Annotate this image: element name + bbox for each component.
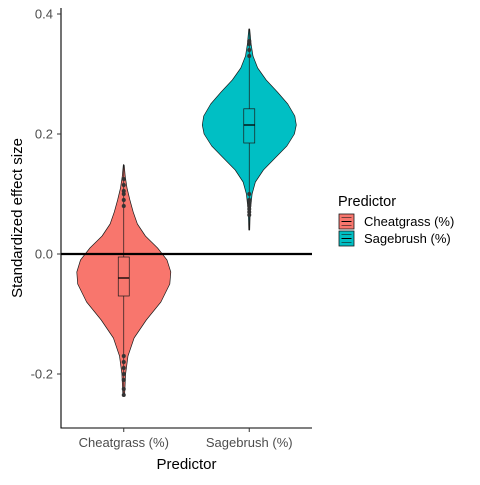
outlier-point: [121, 360, 126, 364]
x-tick-label: Sagebrush (%): [206, 435, 293, 450]
outlier-point: [121, 378, 126, 382]
outlier-point: [121, 387, 126, 391]
outlier-point: [247, 42, 252, 46]
y-tick-label: 0.2: [35, 127, 53, 142]
outlier-point: [247, 54, 252, 58]
outlier-point: [247, 213, 252, 217]
box-iqr: [117, 256, 130, 297]
outlier-point: [247, 192, 252, 196]
y-tick-label: 0.4: [35, 7, 53, 22]
y-tick-label: 0.0: [35, 247, 53, 262]
outlier-point: [121, 372, 126, 376]
outlier-point: [121, 198, 126, 202]
legend-label: Sagebrush (%): [364, 231, 451, 246]
outlier-point: [247, 207, 252, 211]
y-tick-label: -0.2: [31, 367, 53, 382]
x-tick-label: Cheatgrass (%): [79, 435, 169, 450]
legend-title: Predictor: [338, 194, 396, 210]
outlier-point: [121, 192, 126, 196]
outlier-point: [121, 204, 126, 208]
outlier-point: [247, 39, 252, 43]
x-axis-title: Predictor: [156, 456, 216, 473]
outlier-point: [121, 393, 126, 397]
y-axis-title: Standardized effect size: [9, 138, 26, 298]
outlier-point: [247, 198, 252, 202]
box-iqr: [243, 108, 256, 144]
outlier-point: [247, 204, 252, 208]
outlier-point: [121, 354, 126, 358]
outlier-point: [247, 210, 252, 214]
outlier-point: [247, 48, 252, 52]
legend-label: Cheatgrass (%): [364, 214, 454, 229]
outlier-point: [121, 177, 126, 181]
outlier-point: [121, 366, 126, 370]
outlier-point: [247, 201, 252, 205]
outlier-point: [121, 183, 126, 187]
outlier-point: [121, 189, 126, 193]
